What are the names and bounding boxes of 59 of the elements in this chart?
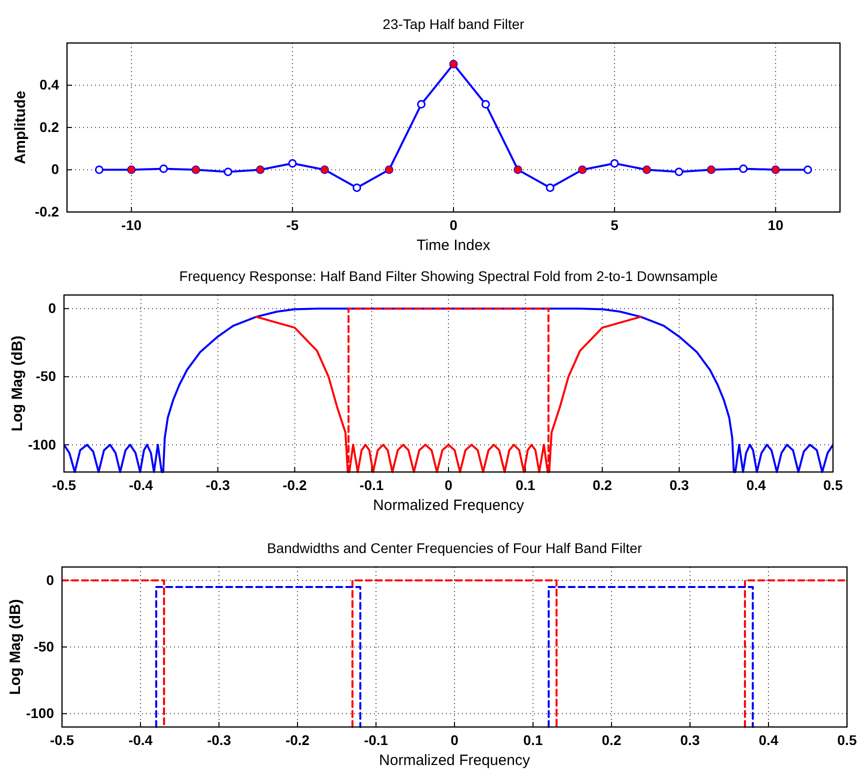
point (739, 164, 748, 173)
x-tick-label: -5 (286, 216, 299, 233)
point (674, 168, 684, 176)
chart-title: 23-Tap Half band Filter (382, 16, 525, 32)
x-tick-label: -0.3 (206, 476, 230, 493)
x-tick-label: 0 (444, 476, 453, 493)
y-tick-label: -0.2 (34, 203, 60, 220)
point (804, 166, 812, 174)
point (159, 164, 168, 173)
point (224, 168, 232, 176)
x-tick-label: -10 (121, 216, 142, 233)
x-tick-label: 0.1 (516, 476, 536, 493)
y-tick-label: 0 (48, 300, 56, 316)
x-tick-label: 10 (768, 216, 784, 233)
x-tick-label: 0.5 (823, 476, 843, 493)
y-tick-label: -100 (26, 705, 54, 722)
x-axis-title: Normalized Frequency (379, 752, 530, 769)
y-tick-label: -50 (34, 638, 54, 654)
x-tick-label: 0.1 (523, 732, 543, 748)
x-tick-label: 0.3 (680, 732, 700, 748)
y-axis-title: Log Mag (dB) (9, 336, 26, 432)
x-tick-label: -0.2 (282, 476, 307, 493)
x-tick-label: 0.5 (837, 732, 857, 748)
x-tick-label: 0 (450, 216, 458, 233)
x-tick-label: 0.3 (669, 476, 690, 493)
x-tick-label: 5 (610, 216, 619, 233)
x-tick-label: -0.3 (206, 732, 232, 748)
x-tick-label: 0.2 (602, 732, 622, 748)
y-axis-title: Log Mag (dB) (7, 599, 24, 695)
chart-title: Frequency Response: Half Band Filter Showing Spectral Fold from 2-to-1 Downsample (179, 268, 718, 284)
y-tick-label: 0.4 (40, 76, 60, 93)
x-tick-label: -0.4 (128, 476, 154, 493)
x-axis-title: Normalized Frequency (373, 497, 524, 514)
y-tick-label: 0 (51, 161, 60, 178)
x-tick-label: 0 (450, 732, 459, 748)
x-tick-label: -0.1 (360, 476, 384, 493)
x-tick-label: 0.4 (758, 732, 778, 748)
chart-title: Bandwidths and Center Frequencies of Four Half Band Filter (266, 540, 642, 556)
point (610, 159, 619, 168)
x-tick-label: -0.5 (50, 732, 74, 748)
point (417, 100, 426, 109)
x-tick-label: 0.4 (746, 476, 766, 493)
y-tick-label: -100 (28, 436, 56, 452)
y-tick-label: -50 (36, 368, 56, 384)
x-tick-label: 0.2 (592, 476, 612, 493)
line-series (64, 308, 833, 473)
point (94, 166, 104, 174)
point (352, 183, 362, 192)
y-tick-label: 0 (46, 572, 54, 588)
y-axis-title: Amplitude (12, 90, 29, 164)
x-tick-label: -0.4 (128, 732, 153, 748)
point (481, 100, 490, 109)
x-tick-label: -0.1 (364, 732, 388, 748)
x-tick-label: -0.2 (285, 732, 310, 748)
point (288, 159, 297, 168)
x-axis-title: Time Index (416, 237, 491, 254)
x-tick-label: -0.5 (52, 476, 76, 493)
point (546, 183, 554, 192)
y-tick-label: 0.2 (40, 118, 60, 135)
